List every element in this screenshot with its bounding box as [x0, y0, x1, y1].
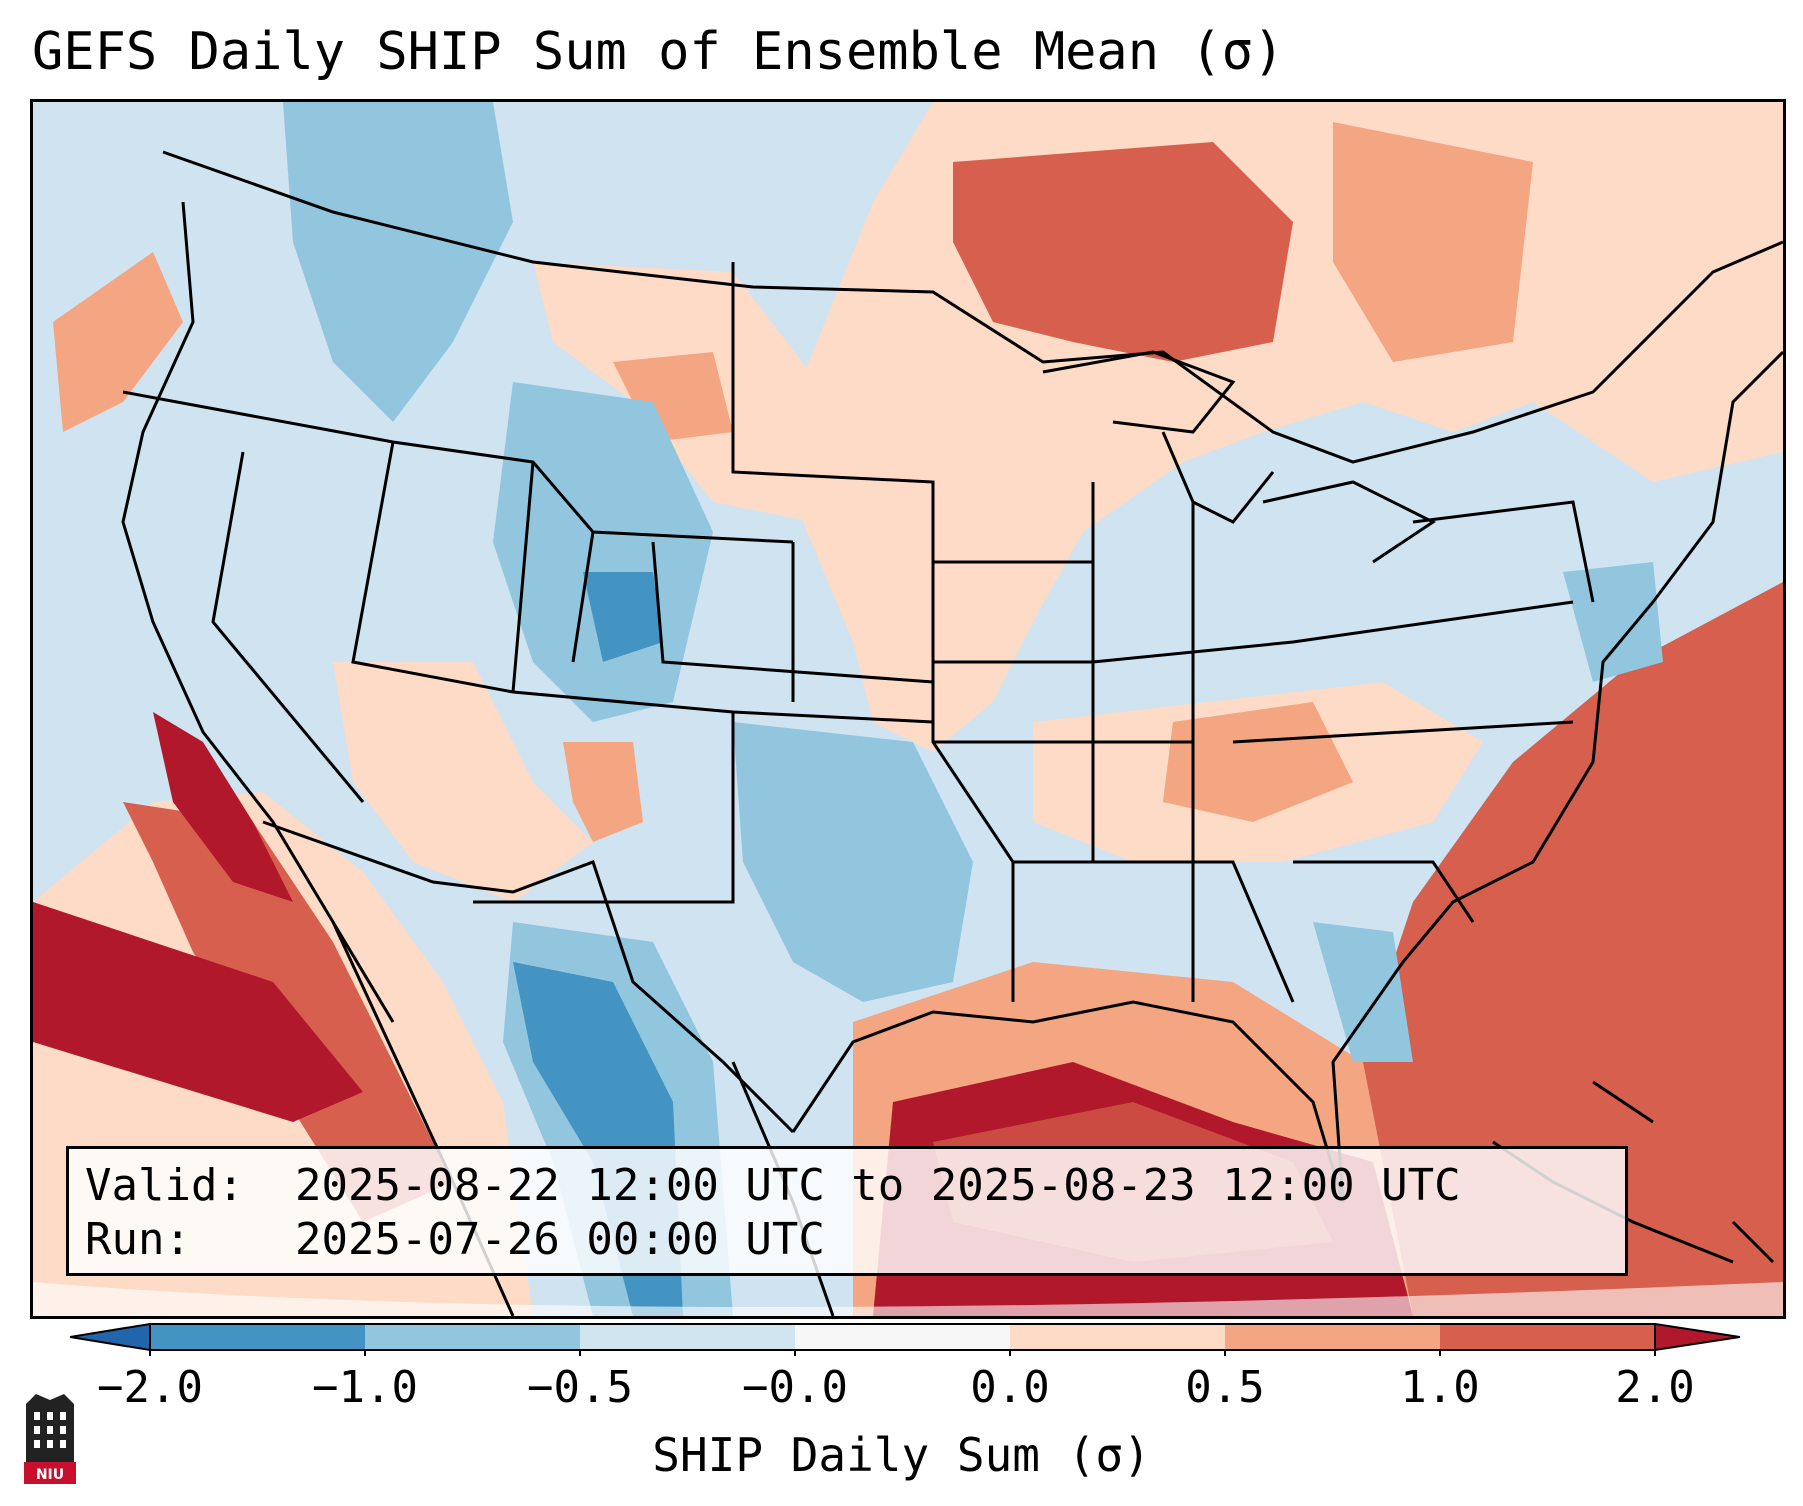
- colorbar-bin-6: [1225, 1324, 1440, 1350]
- colorbar-tick-label: 1.0: [1400, 1362, 1480, 1413]
- run-label: Run:: [85, 1214, 191, 1265]
- colorbar-bin-7: [1440, 1324, 1655, 1350]
- colorbar-title: SHIP Daily Sum (σ): [652, 1428, 1151, 1482]
- colorbar-tick-label: −0.5: [527, 1362, 633, 1413]
- colorbar-bin-2: [365, 1324, 580, 1350]
- state-lines-east: [1091, 482, 1595, 1002]
- colorbar-ticks: [149, 1350, 1656, 1356]
- state-lines-central: [731, 262, 1295, 1003]
- colorbar: [70, 1322, 1740, 1356]
- colorbar-tick-label: 2.0: [1615, 1362, 1695, 1413]
- valid-label: Valid:: [85, 1160, 244, 1211]
- colorbar-bin-4: [795, 1324, 1010, 1350]
- mexico-border: [262, 820, 795, 1134]
- east-coast: [1331, 350, 1783, 1203]
- colorbar-bin-1: [150, 1324, 365, 1350]
- anomaly-region-canada-moderate: [1333, 122, 1533, 362]
- colorbar-tick-label: −1.0: [312, 1362, 418, 1413]
- valid-value: 2025-08-22 12:00 UTC to 2025-08-23 12:00…: [295, 1160, 1461, 1211]
- valid-line: Valid: 2025-08-22 12:00 UTC to 2025-08-23…: [85, 1159, 1609, 1213]
- anomaly-region-sierra-strong: [153, 712, 293, 902]
- anomaly-region-northwest-negative: [283, 102, 513, 422]
- logo-text: NIU: [36, 1467, 64, 1483]
- anomaly-region-atlantic-positive: [1293, 582, 1783, 1316]
- anomaly-region-newmexico-moderate: [563, 742, 643, 842]
- colorbar-tick-label: 0.5: [1185, 1362, 1265, 1413]
- anomaly-region-superior-strong: [953, 142, 1293, 362]
- ship-map: [33, 102, 1783, 1316]
- run-line: Run: 2025-07-26 00:00 UTC: [85, 1213, 1609, 1267]
- colorbar-tick-label: −0.0: [742, 1362, 848, 1413]
- canada-border: [162, 150, 1783, 464]
- map-title: GEFS Daily SHIP Sum of Ensemble Mean (σ): [32, 22, 1285, 82]
- colorbar-extend-low: [70, 1322, 151, 1352]
- anomaly-fields: [33, 102, 1783, 1316]
- colorbar-outline: [149, 1323, 1656, 1351]
- gulf-coast: [791, 1000, 1345, 1203]
- state-lines-west: [122, 390, 934, 904]
- anomaly-region-pacific-strong: [33, 902, 363, 1122]
- colorbar-tick-label: −2.0: [97, 1362, 203, 1413]
- anomaly-region-georgia-negative: [1313, 922, 1413, 1062]
- colorbar-tick-label: 0.0: [970, 1362, 1050, 1413]
- great-lakes-outline: [1042, 350, 1436, 564]
- anomaly-region-texas-negative: [733, 722, 973, 1002]
- colorbar-bin-5: [1010, 1324, 1225, 1350]
- anomaly-region-southwest-positive: [333, 662, 593, 902]
- anomaly-region-midatlantic-negative: [1563, 562, 1663, 682]
- colorbar-extend-high: [1654, 1322, 1740, 1352]
- niu-logo-icon: NIU: [24, 1394, 76, 1484]
- colorbar-bin-3: [580, 1324, 795, 1350]
- anomaly-region-pacific-nw-positive: [53, 252, 183, 432]
- anomaly-region-colorado-core: [583, 572, 663, 662]
- anomaly-region-tennessee-moderate: [1163, 702, 1353, 822]
- run-value: 2025-07-26 00:00 UTC: [295, 1214, 825, 1265]
- map-projection-edge: [33, 1282, 1783, 1316]
- valid-run-info-box: Valid: 2025-08-22 12:00 UTC to 2025-08-23…: [66, 1146, 1628, 1276]
- map-panel: [30, 99, 1786, 1319]
- west-coast: [121, 201, 395, 1023]
